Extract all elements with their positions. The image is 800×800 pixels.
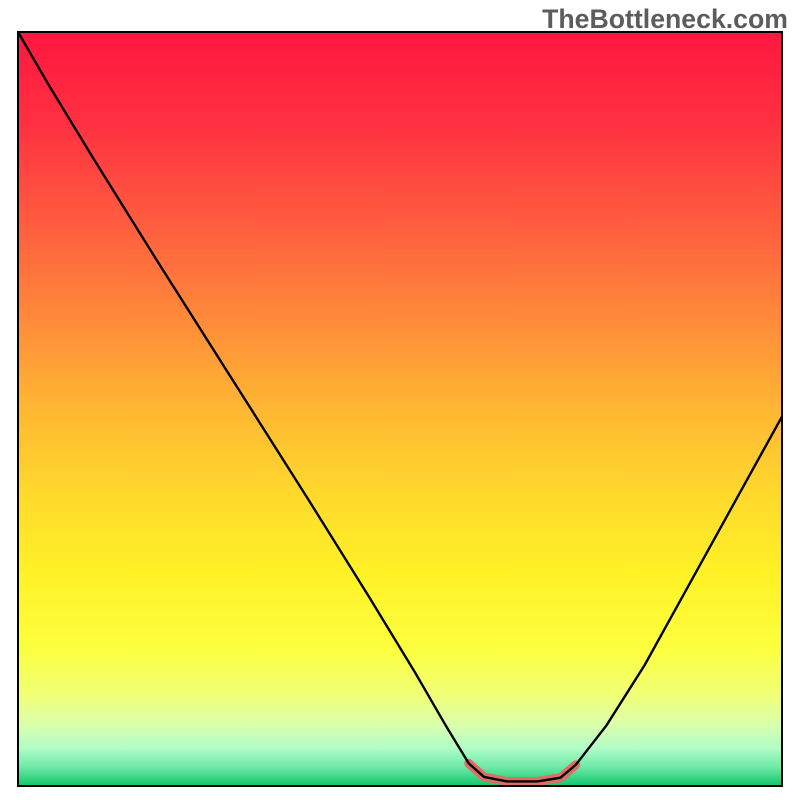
plot-background	[18, 32, 782, 786]
watermark-text: TheBottleneck.com	[542, 4, 788, 35]
chart-container: TheBottleneck.com	[0, 0, 800, 800]
bottleneck-chart	[0, 0, 800, 800]
